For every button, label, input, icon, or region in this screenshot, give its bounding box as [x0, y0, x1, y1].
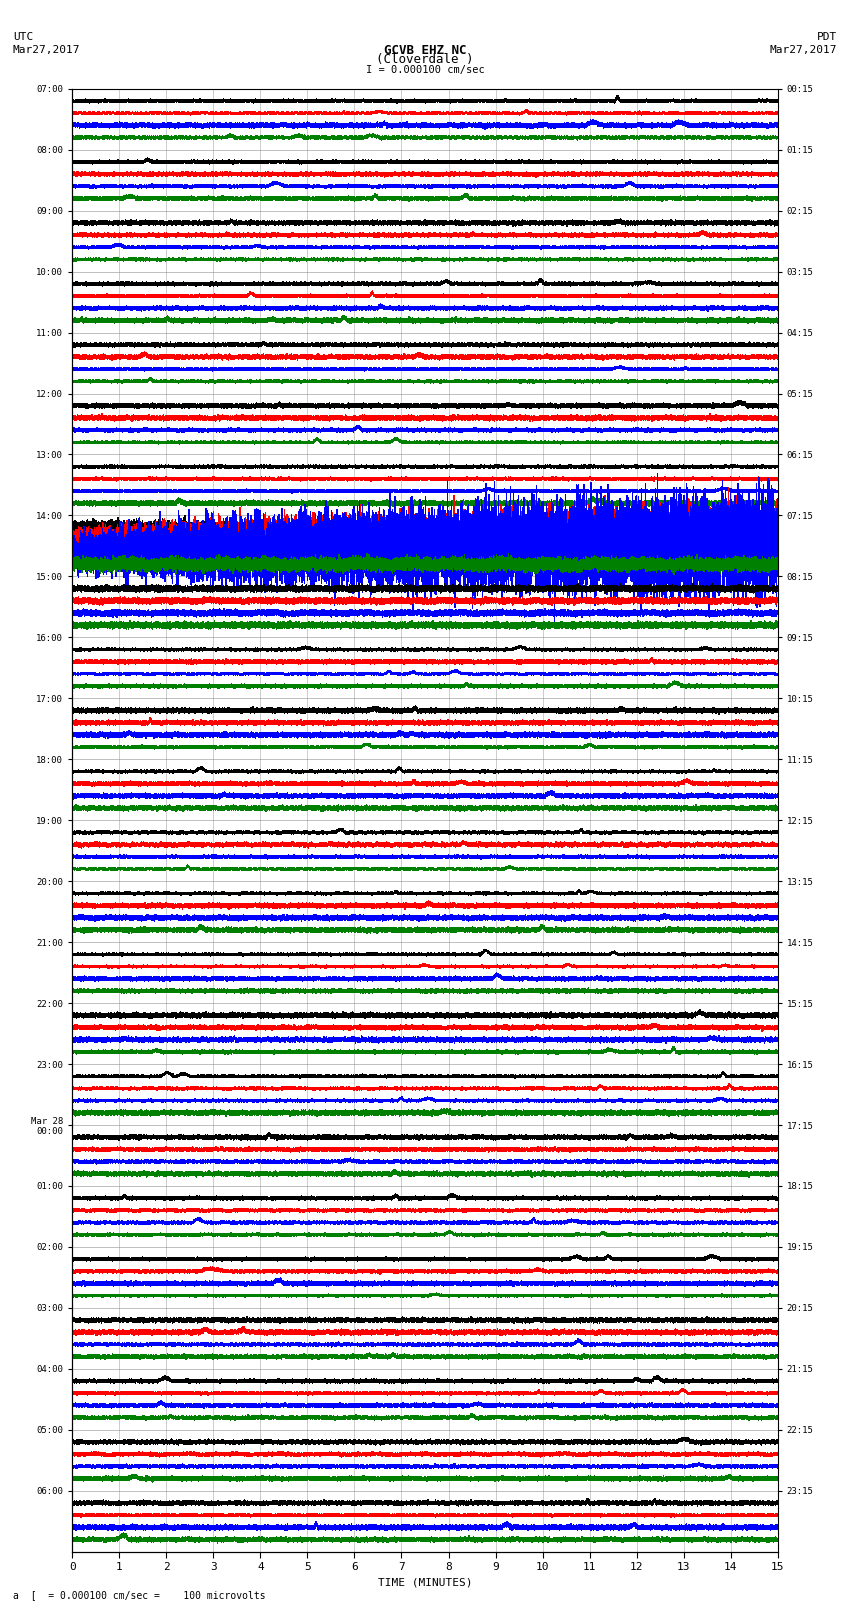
Text: UTC: UTC — [13, 32, 33, 42]
X-axis label: TIME (MINUTES): TIME (MINUTES) — [377, 1578, 473, 1587]
Text: Mar27,2017: Mar27,2017 — [13, 45, 80, 55]
Text: I = 0.000100 cm/sec: I = 0.000100 cm/sec — [366, 65, 484, 74]
Text: Mar27,2017: Mar27,2017 — [770, 45, 837, 55]
Text: GCVB EHZ NC: GCVB EHZ NC — [383, 44, 467, 56]
Text: PDT: PDT — [817, 32, 837, 42]
Text: (Cloverdale ): (Cloverdale ) — [377, 53, 473, 66]
Text: a  [  = 0.000100 cm/sec =    100 microvolts: a [ = 0.000100 cm/sec = 100 microvolts — [13, 1590, 265, 1600]
